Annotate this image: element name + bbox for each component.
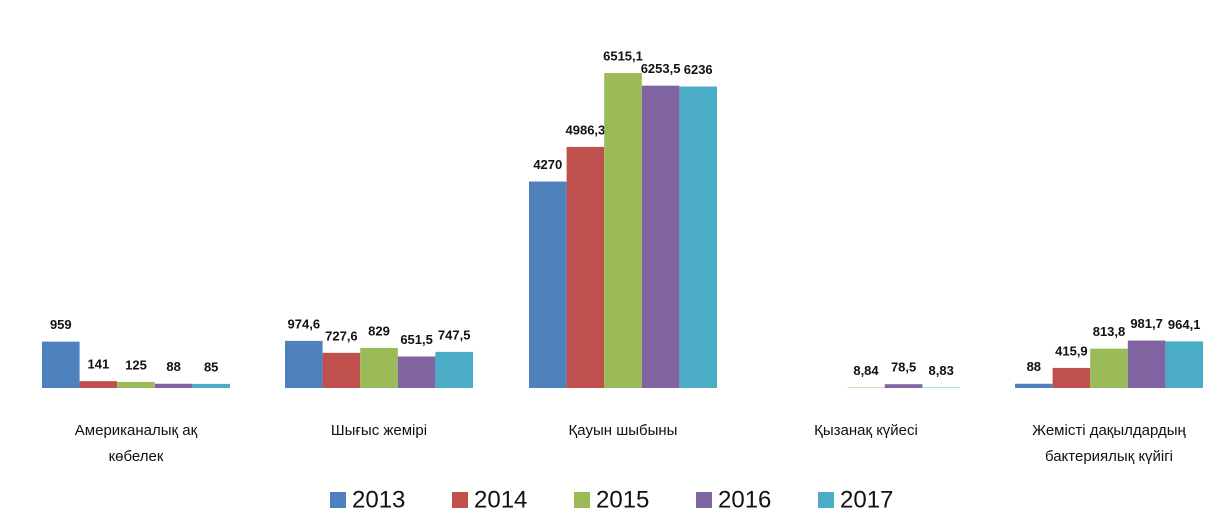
bar [1127,340,1166,388]
data-label: 829 [368,323,390,338]
data-label: 6515,1 [603,48,643,63]
bar [1052,367,1091,388]
bar [154,383,193,388]
bar [360,347,398,388]
data-label: 747,5 [438,327,471,342]
data-label: 88 [1027,359,1041,374]
data-label: 974,6 [288,316,321,331]
x-tick-label: Қызанақ күйесі [814,422,918,439]
data-label: 8,83 [929,363,954,378]
data-label: 6236 [684,62,713,77]
data-label: 415,9 [1055,343,1088,358]
legend-label: 2017 [840,486,893,513]
data-label: 78,5 [891,360,916,375]
bar [1015,383,1053,388]
data-label: 85 [204,359,218,374]
data-label: 4986,3 [566,122,606,137]
bar [641,85,680,388]
data-label: 727,6 [325,328,358,343]
legend-swatch [696,492,712,508]
legend-swatch [330,492,346,508]
legend-label: 2015 [596,486,649,513]
bar [1090,348,1128,388]
data-label: 4270 [533,157,562,172]
legend-swatch [452,492,468,508]
data-label: 959 [50,317,72,332]
bar [117,381,155,388]
bar [79,381,118,388]
legend-label: 2014 [474,486,527,513]
data-label: 964,1 [1168,317,1201,332]
x-tick-label: Қауын шыбыны [568,422,678,439]
bar [604,73,642,388]
x-tick-label: Жемісті дақылдардың бактериялық күйігі [1032,422,1186,465]
data-label: 6253,5 [641,61,681,76]
data-label: 141 [88,357,110,372]
x-tick-label: Шығыс жемірі [330,422,428,439]
data-label: 8,84 [853,363,879,378]
legend-swatch [818,492,834,508]
bar [397,356,436,388]
bar [566,146,605,388]
legend-label: 2016 [718,486,771,513]
bar [1165,341,1203,388]
bar [679,86,717,389]
legend-swatch [574,492,590,508]
data-label: 813,8 [1093,324,1126,339]
bar [435,351,473,388]
legend-label: 2013 [352,486,405,513]
bar [285,340,323,388]
data-label: 981,7 [1130,316,1163,331]
bar [529,181,567,388]
data-label: 88 [166,359,180,374]
bar [42,341,80,388]
bar [884,384,923,388]
bar [192,383,230,388]
bar [322,352,361,388]
data-label: 125 [125,357,147,372]
x-tick-label: Американалық ақ көбелек [74,422,198,465]
data-label: 651,5 [400,332,433,347]
